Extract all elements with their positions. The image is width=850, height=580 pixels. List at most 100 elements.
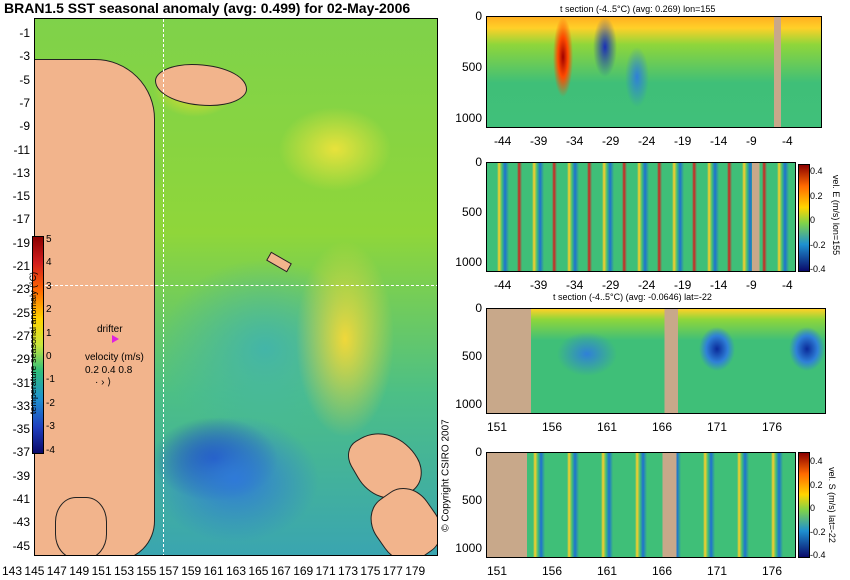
map-x-tick-label: 165: [248, 564, 269, 578]
map-y-tick-label: -21: [12, 259, 30, 273]
panel2-velocity-east[interactable]: [486, 162, 796, 272]
panel3-y-tick-label: 1000: [455, 397, 482, 411]
drifter-marker[interactable]: [112, 335, 119, 343]
map-y-tick-label: -23: [12, 282, 30, 297]
panel3-x-tick-label: 161: [597, 420, 618, 434]
panel4-x-tick-label: 156: [542, 564, 563, 578]
panel2-x-tick-label: -44: [494, 278, 512, 292]
panel4-colorbar-tick-label: 0.4: [810, 456, 823, 466]
sst-anomaly-map[interactable]: drifter velocity (m/s) 0.2 0.4 0.8 · › ⟩: [34, 18, 438, 556]
panel3-x-tick-label: 166: [652, 420, 673, 434]
map-y-tick-label: -5: [19, 72, 30, 87]
panel2-x-tick-label: -4: [782, 278, 793, 292]
velocity-arrows: · › ⟩: [95, 377, 112, 388]
map-x-tick-label: 145: [24, 564, 45, 578]
colorbar-tick-label: 2: [46, 304, 52, 316]
panel2-colorbar-label: vel. E (m/s) lon=155: [831, 174, 842, 256]
panel2-colorbar: [798, 164, 810, 272]
map-y-tick-label: -41: [12, 492, 30, 506]
panel4-colorbar: [798, 452, 810, 558]
colorbar-tick-label: 4: [46, 257, 52, 269]
panel2-colorbar-tick-label: 0: [810, 215, 816, 225]
colorbar-tick-label: -3: [46, 421, 55, 433]
panel4-colorbar-label: vel. S (m/s) lat=-22: [826, 467, 837, 543]
panel1-temp-section-lon[interactable]: [486, 16, 822, 128]
map-y-tick-label: -43: [12, 515, 30, 530]
panel4-x-tick-label: 161: [597, 564, 618, 578]
map-y-tick-label: -33: [12, 398, 30, 413]
tasmania-land: [55, 497, 107, 555]
panel1-x-tick-label: -29: [602, 134, 620, 148]
map-y-tick-label: -39: [12, 468, 30, 483]
panel4-colorbar-tick-label: -0.4: [810, 550, 826, 560]
panel4-y-tick-label: 1000: [455, 541, 482, 555]
velocity-values: 0.2 0.4 0.8: [85, 365, 133, 376]
panel1-x-tick-label: -39: [530, 134, 548, 148]
panel1-x-tick-label: -4: [782, 134, 793, 148]
panel4-x-tick-label: 166: [652, 564, 673, 578]
panel4-velocity-south[interactable]: [486, 452, 796, 558]
panel3-x-tick-label: 156: [542, 420, 563, 434]
panel1-x-tick-label: -24: [638, 134, 656, 148]
map-y-tick-label: -1: [19, 26, 30, 40]
colorbar: [32, 236, 44, 454]
panel2-x-tick-label: -24: [638, 278, 656, 292]
copyright-text: © Copyright CSIRO 2007: [440, 419, 452, 532]
panel4-x-tick-label: 176: [762, 564, 783, 578]
map-x-tick-label: 161: [203, 564, 224, 578]
panel2-colorbar-tick-label: 0.4: [810, 166, 823, 176]
colorbar-tick-label: -1: [46, 374, 55, 386]
page-title: BRAN1.5 SST seasonal anomaly (avg: 0.499…: [4, 0, 411, 16]
panel1-y-tick-label: 1000: [455, 111, 482, 125]
panel4-colorbar-tick-label: -0.2: [810, 526, 826, 537]
map-x-tick-label: 179: [405, 564, 426, 578]
map-x-tick-label: 149: [69, 564, 90, 578]
map-y-tick-label: -9: [19, 119, 30, 134]
panel3-x-tick-label: 171: [707, 420, 728, 434]
panel1-y-tick-label: 500: [461, 60, 482, 74]
panel3-y-tick-label: 500: [461, 349, 482, 363]
panel4-colorbar-tick-label: 0.2: [810, 479, 823, 490]
map-x-tick-label: 155: [136, 564, 157, 578]
panel1-x-tick-label: -19: [674, 134, 692, 148]
panel1-x-tick-label: -44: [494, 134, 512, 148]
map-y-tick-label: -19: [12, 235, 30, 250]
map-y-tick-label: -45: [12, 538, 30, 553]
colorbar-tick-label: 3: [46, 280, 52, 292]
map-x-tick-label: 159: [181, 564, 202, 578]
vertical-guide-line: [163, 19, 164, 555]
colorbar-tick-label: 0: [46, 351, 52, 362]
panel4-y-tick-label: 500: [461, 493, 482, 507]
map-y-tick-label: -35: [12, 422, 30, 437]
panel2-colorbar-tick-label: 0.2: [810, 190, 823, 201]
map-x-tick-label: 147: [46, 564, 67, 578]
map-y-tick-label: -31: [12, 375, 30, 390]
panel2-x-tick-label: -39: [530, 278, 548, 292]
map-x-tick-label: 167: [270, 564, 291, 578]
panel4-y-tick-label: 0: [475, 445, 482, 459]
panel1-y-tick-label: 0: [475, 9, 482, 23]
panel2-x-tick-label: -34: [566, 278, 584, 292]
panel1-title: t section (-4..5°C) (avg: 0.269) lon=155: [560, 4, 716, 14]
map-x-tick-label: 153: [114, 564, 135, 578]
panel1-x-tick-label: -14: [710, 134, 728, 148]
panel2-x-tick-label: -19: [674, 278, 692, 292]
map-x-tick-label: 169: [293, 564, 314, 578]
map-x-tick-label: 143: [2, 564, 23, 578]
colorbar-tick-label: 5: [46, 234, 52, 245]
colorbar-tick-label: -2: [46, 397, 55, 409]
panel3-x-tick-label: 176: [762, 420, 783, 434]
panel2-x-tick-label: -29: [602, 278, 620, 292]
map-y-tick-label: -29: [12, 352, 30, 367]
panel1-x-tick-label: -9: [746, 134, 757, 148]
australia-land: [35, 59, 155, 555]
map-y-tick-label: -17: [12, 212, 30, 227]
new-guinea-land: [155, 64, 247, 106]
colorbar-tick-label: 1: [46, 327, 52, 339]
panel3-x-tick-label: 151: [487, 420, 508, 434]
panel4-x-tick-label: 171: [707, 564, 728, 578]
panel3-temp-section-lat[interactable]: [486, 308, 826, 414]
panel2-y-tick-label: 0: [475, 155, 482, 169]
map-x-tick-label: 157: [158, 564, 179, 578]
map-x-tick-label: 173: [338, 564, 359, 578]
